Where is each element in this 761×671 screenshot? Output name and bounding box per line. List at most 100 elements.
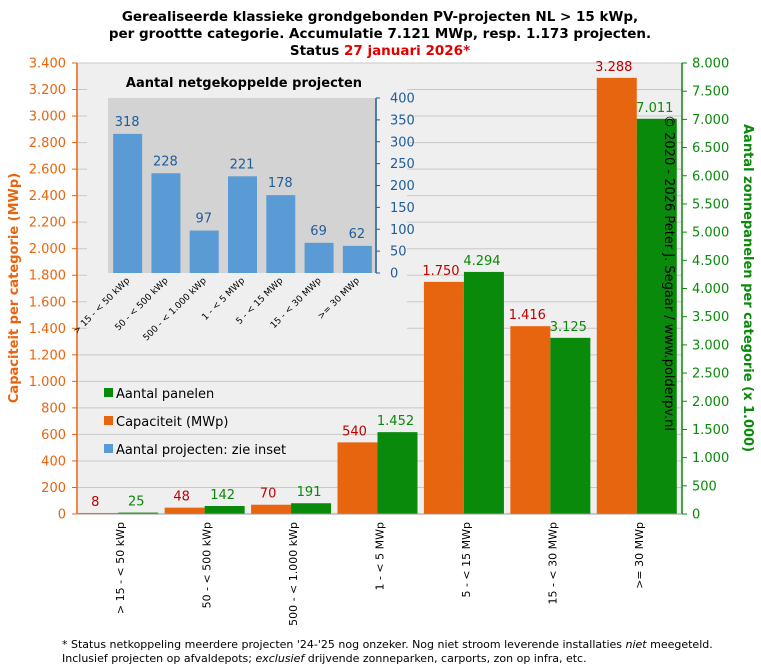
- panels-bar: [550, 337, 591, 514]
- x-tick-label: 5 - < 15 MWp: [460, 522, 473, 598]
- right-tick-label: 6.000: [692, 169, 729, 184]
- panels-series: [118, 118, 677, 514]
- panels-data-label: 25: [128, 495, 145, 510]
- inset-bar: [342, 245, 372, 273]
- inset-data-label: 69: [310, 224, 327, 239]
- footnote-line1: * Status netkoppeling meerdere projecten…: [62, 638, 713, 651]
- right-tick-label: 3.500: [692, 310, 729, 325]
- left-tick-label: 3.200: [29, 83, 66, 98]
- legend-swatch-projects: [104, 444, 113, 453]
- inset-bar: [151, 173, 181, 273]
- legend: Aantal panelen Capaciteit (MWp) Aantal p…: [104, 387, 286, 458]
- right-tick-label: 4.000: [692, 282, 729, 297]
- capacity-bar: [423, 281, 464, 514]
- left-axis-title: Capaciteit per categorie (MWp): [7, 173, 22, 403]
- footnote-line2-a: Inclusief projecten op afvaldepots;: [62, 652, 256, 665]
- left-tick-label: 2.600: [29, 163, 66, 178]
- panels-data-label: 3.125: [550, 320, 587, 335]
- inset-chart: Aantal netgekoppelde projecten 318 228 97 2…: [72, 68, 415, 354]
- inset-bar: [266, 195, 296, 273]
- inset-title: Aantal netgekoppelde projecten: [126, 76, 362, 91]
- legend-label-projects: Aantal projecten: zie inset: [116, 443, 286, 458]
- right-tick-label: 7.000: [692, 113, 729, 128]
- x-tick-label: 15 - < 30 MWp: [546, 522, 559, 605]
- inset-data-label: 221: [230, 157, 255, 172]
- inset-tick-label: 50: [390, 245, 407, 260]
- left-tick-label: 2.800: [29, 136, 66, 151]
- capacity-bar: [164, 507, 205, 514]
- x-tick-label: >= 30 MWp: [633, 522, 646, 589]
- panels-data-label: 4.294: [463, 254, 500, 269]
- inset-bar: [189, 230, 219, 273]
- capacity-series: [78, 77, 637, 514]
- capacity-data-label: 540: [342, 424, 367, 439]
- left-tick-label: 1.600: [29, 295, 66, 310]
- inset-tick-label: 300: [390, 135, 415, 150]
- panels-bar: [463, 271, 504, 514]
- right-tick-label: 5.500: [692, 197, 729, 212]
- left-tick-label: 1.200: [29, 348, 66, 363]
- left-tick-label: 3.000: [29, 110, 66, 125]
- x-tick-label: 500 - < 1.000 kWp: [287, 522, 300, 626]
- footnote-line2: Inclusief projecten op afvaldepots; excl…: [62, 652, 587, 665]
- inset-tick-label: 200: [390, 179, 415, 194]
- inset-data-label: 318: [115, 115, 140, 130]
- right-axis-title: Aantal zonnepanelen per categorie (x 1.0…: [740, 124, 755, 452]
- capacity-bar: [251, 504, 292, 514]
- footnote-line2-b: drijvende zonneparken, carports, zon op …: [304, 652, 587, 665]
- inset-tick-label: 250: [390, 157, 415, 172]
- right-tick-label: 8.000: [692, 57, 729, 72]
- right-axis: 0 500 1.000 1.500 2.000 2.500 3.000 3.500 4.000 4…: [681, 57, 729, 523]
- right-tick-label: 500: [692, 479, 717, 494]
- status-date: 27 januari 2026*: [344, 43, 470, 59]
- status-prefix: Status: [290, 43, 344, 59]
- inset-data-label: 62: [349, 227, 366, 242]
- panels-bar: [204, 505, 245, 514]
- panels-data-label: 1.452: [377, 414, 414, 429]
- copyright-text: © 2020 - 2026 Peter J. Segaar / www.pold…: [661, 115, 676, 431]
- left-tick-label: 0: [58, 508, 66, 523]
- capacity-data-label: 8: [91, 495, 99, 510]
- panels-bar: [291, 503, 332, 514]
- capacity-data-label: 70: [260, 487, 277, 502]
- right-tick-label: 3.000: [692, 338, 729, 353]
- left-tick-label: 1.400: [29, 322, 66, 337]
- capacity-bar: [510, 326, 551, 514]
- x-axis: > 15 - < 50 kWp 50 - < 500 kWp 500 - < 1.0…: [77, 513, 682, 626]
- panels-data-label: 191: [297, 485, 322, 500]
- chart-title-line1: Gerealiseerde klassieke grondgebonden PV…: [122, 9, 638, 25]
- capacity-data-label: 1.416: [509, 308, 546, 323]
- inset-bar: [304, 242, 334, 273]
- left-tick-label: 600: [41, 428, 66, 443]
- inset-tick-label: 400: [390, 92, 415, 107]
- chart-title-line3: Status 27 januari 2026*: [290, 43, 470, 59]
- left-tick-label: 2.400: [29, 189, 66, 204]
- legend-label-capacity: Capaciteit (MWp): [116, 415, 228, 430]
- legend-swatch-capacity: [104, 416, 113, 425]
- legend-label-panels: Aantal panelen: [116, 387, 214, 402]
- capacity-bar: [78, 512, 119, 514]
- right-tick-label: 7.500: [692, 85, 729, 100]
- x-tick-label: 1 - < 5 MWp: [374, 522, 387, 591]
- legend-swatch-panels: [104, 388, 113, 397]
- left-tick-label: 1.800: [29, 269, 66, 284]
- right-tick-label: 5.000: [692, 226, 729, 241]
- inset-tick-label: 0: [390, 267, 398, 282]
- inset-bar: [113, 133, 143, 273]
- left-axis: 0 200 400 600 800 1.000 1.200 1.400 1.600 1.800 2.…: [29, 57, 78, 523]
- footnote-line2-em: exclusief: [255, 652, 305, 665]
- right-tick-label: 0: [692, 508, 700, 523]
- left-tick-label: 800: [41, 401, 66, 416]
- panels-bar: [636, 118, 677, 514]
- left-tick-label: 400: [41, 454, 66, 469]
- right-tick-label: 6.500: [692, 141, 729, 156]
- chart-title-line2: per groottte categorie. Accumulatie 7.12…: [109, 26, 651, 42]
- capacity-data-label: 1.750: [422, 264, 459, 279]
- inset-bar: [228, 176, 257, 273]
- inset-tick-label: 150: [390, 201, 415, 216]
- footnote-line1-a: * Status netkoppeling meerdere projecten…: [62, 638, 626, 651]
- right-tick-label: 1.000: [692, 451, 729, 466]
- left-tick-label: 2.000: [29, 242, 66, 257]
- left-tick-label: 200: [41, 481, 66, 496]
- capacity-data-label: 3.288: [595, 60, 632, 75]
